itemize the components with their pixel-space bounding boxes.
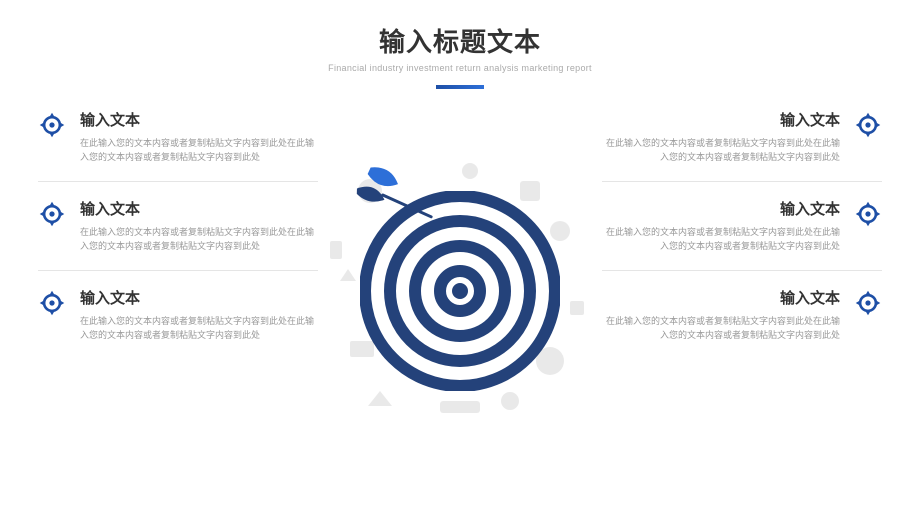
target-icon [38,289,66,317]
slide-header: 输入标题文本 Financial industry investment ret… [0,0,920,89]
target-icon [38,111,66,139]
item-title: 输入文本 [602,198,840,219]
list-item: 输入文本 在此输入您的文本内容或者复制粘贴文字内容到此处在此输入您的文本内容或者… [602,287,882,343]
item-title: 输入文本 [80,109,318,130]
target-icon [854,200,882,228]
target-icon [854,111,882,139]
item-title: 输入文本 [80,287,318,308]
list-item: 输入文本 在此输入您的文本内容或者复制粘贴文字内容到此处在此输入您的文本内容或者… [38,109,318,165]
item-desc: 在此输入您的文本内容或者复制粘贴文字内容到此处在此输入您的文本内容或者复制粘贴文… [80,225,318,254]
title-underline [436,85,484,89]
item-desc: 在此输入您的文本内容或者复制粘贴文字内容到此处在此输入您的文本内容或者复制粘贴文… [80,136,318,165]
page-title: 输入标题文本 [0,22,920,59]
target-icon [854,289,882,317]
target-icon [38,200,66,228]
page-subtitle: Financial industry investment return ana… [0,63,920,73]
right-column: 输入文本 在此输入您的文本内容或者复制粘贴文字内容到此处在此输入您的文本内容或者… [602,109,882,370]
left-column: 输入文本 在此输入您的文本内容或者复制粘贴文字内容到此处在此输入您的文本内容或者… [38,109,318,370]
divider [602,181,882,182]
item-title: 输入文本 [602,109,840,130]
list-item: 输入文本 在此输入您的文本内容或者复制粘贴文字内容到此处在此输入您的文本内容或者… [38,287,318,343]
item-title: 输入文本 [80,198,318,219]
center-graphic [320,151,600,431]
divider [602,270,882,271]
list-item: 输入文本 在此输入您的文本内容或者复制粘贴文字内容到此处在此输入您的文本内容或者… [602,109,882,165]
divider [38,181,318,182]
item-desc: 在此输入您的文本内容或者复制粘贴文字内容到此处在此输入您的文本内容或者复制粘贴文… [602,136,840,165]
item-desc: 在此输入您的文本内容或者复制粘贴文字内容到此处在此输入您的文本内容或者复制粘贴文… [602,225,840,254]
divider [38,270,318,271]
list-item: 输入文本 在此输入您的文本内容或者复制粘贴文字内容到此处在此输入您的文本内容或者… [38,198,318,254]
item-desc: 在此输入您的文本内容或者复制粘贴文字内容到此处在此输入您的文本内容或者复制粘贴文… [80,314,318,343]
item-desc: 在此输入您的文本内容或者复制粘贴文字内容到此处在此输入您的文本内容或者复制粘贴文… [602,314,840,343]
list-item: 输入文本 在此输入您的文本内容或者复制粘贴文字内容到此处在此输入您的文本内容或者… [602,198,882,254]
item-title: 输入文本 [602,287,840,308]
content-area: 输入文本 在此输入您的文本内容或者复制粘贴文字内容到此处在此输入您的文本内容或者… [0,109,920,489]
